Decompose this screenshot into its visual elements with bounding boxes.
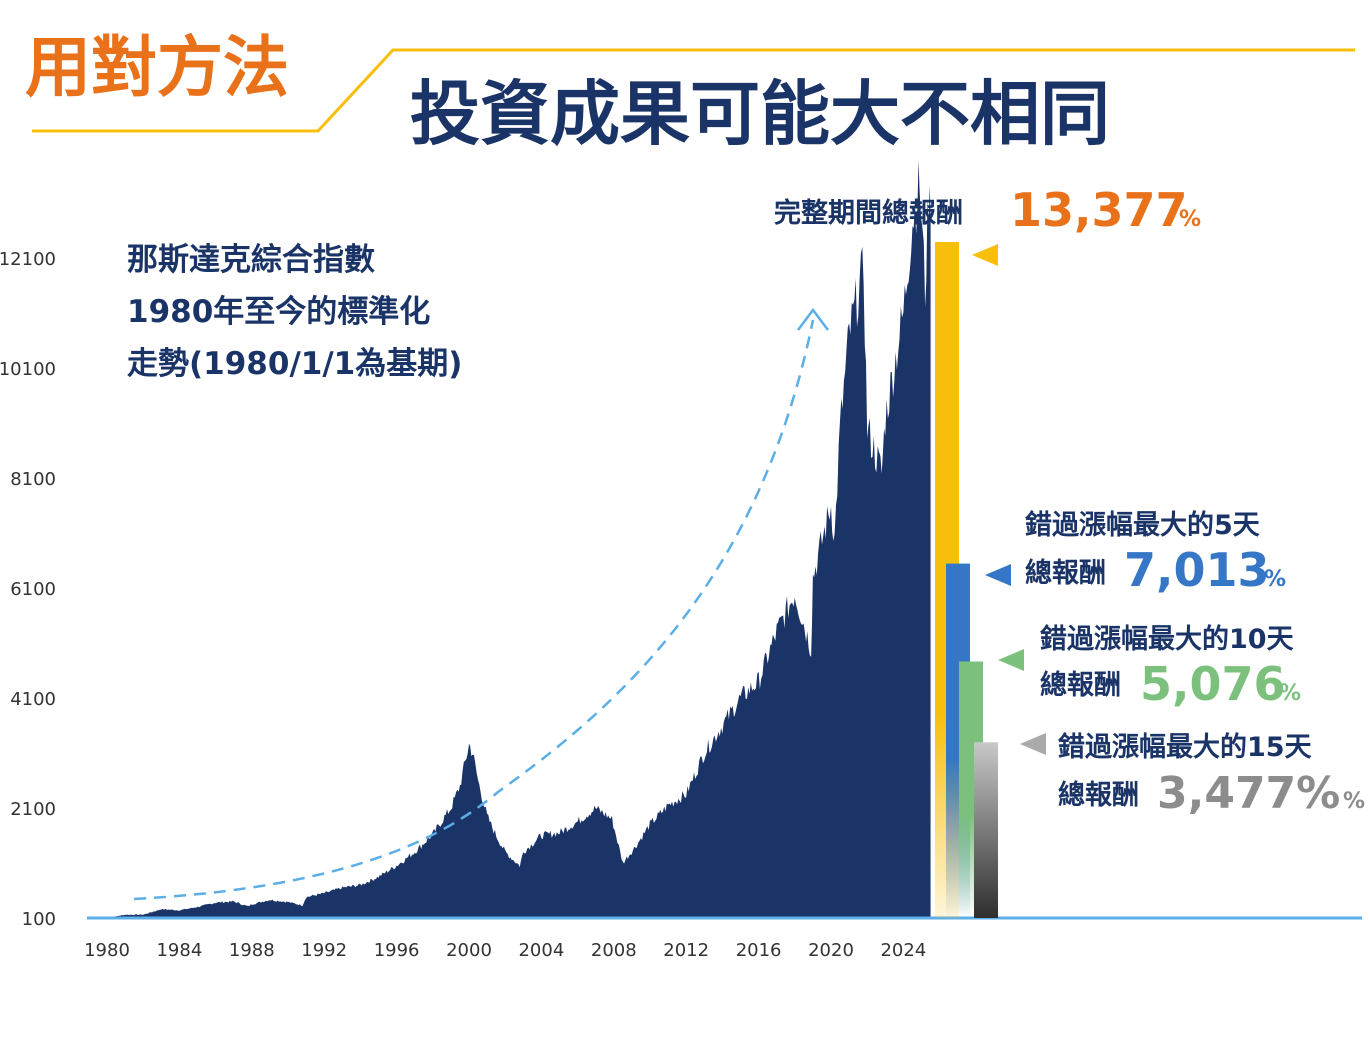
value-miss-5: 7,013 [1124, 543, 1270, 597]
y-tick-label: 100 [22, 909, 56, 930]
value-miss-10: 5,076 [1140, 657, 1286, 711]
y-tick-label: 8100 [10, 469, 56, 490]
unit-miss-5: % [1264, 567, 1286, 592]
header: 用對方法 投資成果可能大不相同 [25, 29, 1355, 155]
return-bars [935, 242, 998, 918]
x-axis: 1980 1984 1988 1992 1996 2000 2004 2008 2012 2016… [84, 940, 926, 961]
x-tick-label: 2024 [880, 940, 926, 961]
trend-arrow-icon [133, 307, 829, 901]
x-tick-label: 1980 [84, 940, 130, 961]
x-tick-label: 2004 [518, 940, 564, 961]
unit-miss-10: % [1279, 681, 1301, 706]
x-tick-label: 1984 [156, 940, 202, 961]
y-tick-label: 4100 [10, 689, 56, 710]
y-axis: 100 2100 4100 6100 8100 10100 12100 [0, 249, 56, 930]
value-miss-15: 3,477% [1157, 768, 1340, 819]
index-area [107, 160, 931, 919]
header-underline [32, 48, 1355, 133]
y-tick-label: 10100 [0, 359, 56, 380]
x-tick-label: 1996 [374, 940, 420, 961]
bar-miss-15-days [974, 742, 998, 918]
x-tick-label: 2008 [591, 940, 637, 961]
chart-description: 那斯達克綜合指數 1980年至今的標準化 走勢(1980/1/1為基期) [127, 242, 462, 382]
y-tick-label: 12100 [0, 249, 56, 270]
label-miss-15-line1: 錯過漲幅最大的15天 [1058, 731, 1312, 763]
x-tick-label: 2020 [808, 940, 854, 961]
pointer-miss-5-icon [985, 564, 1011, 586]
label-miss-15-line2: 總報酬 [1058, 779, 1139, 811]
description-line-1: 那斯達克綜合指數 [127, 242, 375, 278]
unit-miss-15: % [1343, 789, 1365, 814]
label-miss-10-line1: 錯過漲幅最大的10天 [1040, 623, 1294, 655]
pointer-miss-15-icon [1020, 733, 1046, 755]
label-miss-5-line1: 錯過漲幅最大的5天 [1025, 509, 1260, 541]
unit-full-period: % [1179, 207, 1201, 232]
label-miss-10-line2: 總報酬 [1040, 669, 1121, 701]
label-full-period: 完整期間總報酬 [774, 197, 963, 229]
x-tick-label: 1992 [301, 940, 347, 961]
header-tag: 用對方法 [25, 29, 289, 106]
x-tick-label: 2016 [736, 940, 782, 961]
description-line-3: 走勢(1980/1/1為基期) [127, 346, 462, 382]
x-tick-label: 2012 [663, 940, 709, 961]
page-title: 投資成果可能大不相同 [410, 73, 1110, 155]
value-full-period: 13,377 [1010, 183, 1188, 237]
description-line-2: 1980年至今的標準化 [127, 294, 430, 330]
pointer-miss-10-icon [998, 649, 1024, 671]
x-tick-label: 1988 [229, 940, 275, 961]
x-tick-label: 2000 [446, 940, 492, 961]
y-tick-label: 2100 [10, 799, 56, 820]
label-miss-5-line2: 總報酬 [1025, 557, 1106, 589]
y-tick-label: 6100 [10, 579, 56, 600]
pointer-full-period-icon [972, 244, 998, 266]
